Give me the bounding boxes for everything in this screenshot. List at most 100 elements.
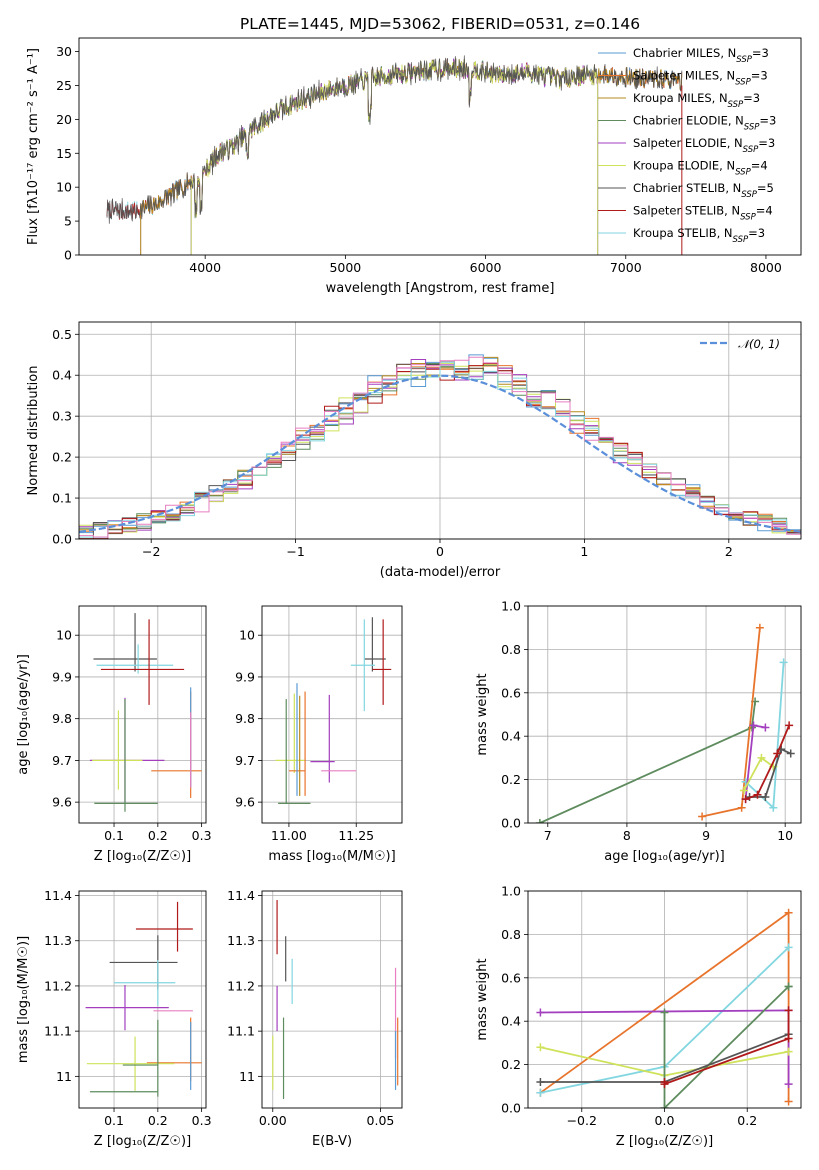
y-tick-label: 5 — [64, 214, 72, 229]
y-axis-label: Flux [fλ10⁻¹⁷ erg cm⁻² s⁻¹ A⁻¹] — [26, 48, 41, 245]
y-tick-label: 11.3 — [227, 933, 255, 948]
y-tick-label: 9.7 — [52, 753, 72, 768]
subplots-group: 4000 5000 6000 7000 8000051015202530waveleng… — [16, 37, 802, 1149]
weight-point-marker — [536, 1077, 545, 1086]
x-tick-label: 11.00 — [271, 828, 307, 843]
weight-series-line — [663, 985, 790, 1108]
age_vs_Z-frame — [78, 605, 207, 824]
y-tick-label: 10 — [56, 628, 72, 643]
legend-label: Chabrier STELIB, NSSP=5 — [633, 181, 774, 200]
weight-point-marker — [749, 721, 758, 730]
y-tick-label: 9.6 — [52, 795, 72, 810]
x-tick-label: 0 — [436, 544, 444, 559]
spectrum-series-line — [190, 58, 599, 255]
y-tick-label: 0.0 — [501, 1101, 521, 1116]
errorbar-point — [135, 901, 193, 952]
weight_vs_age-axes: 7 8 9 10 0.0 0.2 0.4 0.6 0.8 1.0 age [log₁₀(age/yr… — [475, 599, 801, 864]
x-axis-label: wavelength [Angstrom, rest frame] — [326, 281, 555, 296]
y-tick-label: 11.4 — [44, 888, 72, 903]
weight-point-marker — [660, 1104, 669, 1108]
y-tick-label: 0 — [64, 248, 72, 263]
weight-point-marker — [784, 1006, 793, 1015]
weight-point-marker — [785, 721, 794, 730]
errorbar-point — [93, 613, 157, 672]
x-tick-label: 6000 — [470, 260, 502, 275]
x-tick-label: 10 — [777, 828, 793, 843]
legend-label: Salpeter STELIB, NSSP=4 — [633, 204, 773, 223]
weight-point-marker — [779, 658, 788, 667]
y-tick-label: 11.2 — [44, 978, 72, 993]
y-tick-label: 11.1 — [227, 1024, 255, 1039]
spectrum-series-line — [106, 55, 683, 224]
residual_hist-axes: −2 −1 0 1 2 0.0 0.1 0.2 0.3 0.4 0.5 (data-model)/er… — [26, 322, 801, 580]
spectrum-series-line — [106, 58, 683, 220]
x-tick-label: 1 — [580, 544, 588, 559]
weight-point-marker — [536, 1043, 545, 1052]
legend-label: Kroupa STELIB, NSSP=3 — [633, 226, 765, 245]
histogram-series-step — [79, 361, 801, 538]
legend-label: Salpeter ELODIE, NSSP=3 — [633, 136, 775, 155]
weight-point-marker — [784, 1080, 793, 1089]
legend-label: 𝒩(0, 1) — [738, 337, 780, 351]
weight-point-marker — [761, 723, 770, 732]
weight-point-marker — [784, 1034, 793, 1043]
x-tick-label: 0.3 — [192, 1113, 212, 1128]
spectrum-series-line — [190, 60, 599, 255]
errorbar-point — [109, 935, 178, 990]
x-tick-label: 8 — [623, 828, 631, 843]
y-tick-label: 9.8 — [52, 711, 72, 726]
y-axis-label: age [log₁₀(age/yr)] — [16, 654, 31, 775]
x-tick-label: 0.00 — [259, 1113, 287, 1128]
x-tick-label: 0.2 — [737, 1113, 757, 1128]
weight-point-marker — [784, 1047, 793, 1056]
weight_vs_Z-frame — [527, 890, 802, 1109]
weight-point-marker — [753, 790, 762, 799]
y-tick-label: 0.4 — [501, 1014, 521, 1029]
errorbar-point — [146, 1017, 202, 1081]
y-tick-label: 30 — [56, 44, 72, 59]
errorbar-point — [85, 985, 169, 1031]
errorbar-point — [364, 617, 386, 672]
weight-series — [535, 697, 760, 823]
weight-point-marker — [737, 803, 746, 812]
x-tick-label: 0.2 — [148, 828, 168, 843]
weight-point-marker — [535, 819, 544, 823]
errorbar-point — [96, 644, 174, 674]
y-tick-label: 20 — [56, 112, 72, 127]
legend-label: Kroupa MILES, NSSP=3 — [633, 91, 760, 110]
x-axis-label: age [log₁₀(age/yr)] — [604, 849, 725, 864]
x-tick-label: 7000 — [610, 260, 642, 275]
x-tick-label: 7 — [544, 828, 552, 843]
y-tick-label: 25 — [56, 78, 72, 93]
weight-series-line — [749, 747, 792, 798]
x-tick-label: −2 — [142, 544, 160, 559]
y-tick-label: 0.2 — [501, 1057, 521, 1072]
x-tick-label: 2 — [725, 544, 733, 559]
mass_vs_Z-axes: 0.1 0.2 0.3 11 11.1 11.2 11.3 11.4 Z [log₁₀(Z/Z☉… — [16, 888, 212, 1149]
errorbar-point — [350, 619, 376, 712]
weight-point-marker — [660, 1008, 669, 1017]
weight-point-marker — [784, 1097, 793, 1106]
weight-point-marker — [784, 943, 793, 952]
x-tick-label: −0.2 — [567, 1113, 597, 1128]
y-tick-label: 0.4 — [52, 368, 72, 383]
y-tick-label: 0.8 — [501, 642, 521, 657]
y-tick-label: 0.3 — [52, 409, 72, 424]
weight-point-marker — [773, 749, 782, 758]
y-axis-label: Normed distribution — [26, 366, 41, 496]
weight_vs_Z-series — [536, 908, 793, 1108]
y-axis-label: mass weight — [475, 673, 490, 755]
y-tick-label: 11 — [56, 1069, 72, 1084]
x-axis-label: mass [log₁₀(M/M☉)] — [268, 849, 395, 864]
weight-series-line — [539, 701, 756, 823]
y-tick-label: 1.0 — [501, 884, 521, 899]
weight-point-marker — [660, 1080, 669, 1089]
y-tick-label: 11.2 — [227, 978, 255, 993]
y-tick-label: 10 — [56, 180, 72, 195]
errorbar-point — [122, 1019, 159, 1097]
x-axis-label: Z [log₁₀(Z/Z☉)] — [616, 1134, 713, 1149]
residual_hist-frame — [78, 321, 802, 540]
weight-point-marker — [740, 786, 749, 795]
errorbar-point — [278, 699, 311, 804]
x-tick-label: −1 — [286, 544, 304, 559]
